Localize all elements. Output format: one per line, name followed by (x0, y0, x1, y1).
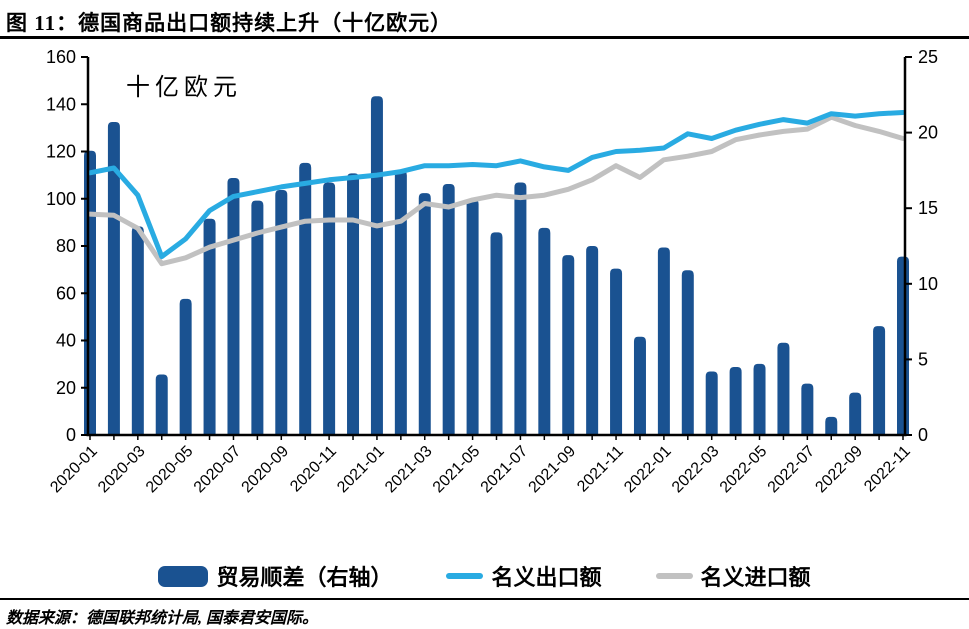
bar-swatch-icon (158, 565, 209, 587)
bar-2022-09 (849, 392, 862, 435)
source-note: 数据来源：德国联邦统计局, 国泰君安国际。 (6, 610, 319, 627)
bar-2020-02 (107, 122, 120, 436)
bar-2021-01 (370, 96, 383, 435)
bar-2022-06 (777, 342, 790, 435)
bar-2020-08 (251, 200, 264, 435)
x-axis-label: 2022-07 (765, 443, 819, 497)
bar-2022-03 (705, 371, 718, 435)
bar-2020-06 (203, 218, 216, 435)
bar-2021-05 (466, 199, 479, 435)
line-swatch-icon (446, 573, 484, 579)
chart-canvas: 02040608010012014016005101520252020-0120… (46, 47, 938, 497)
x-axis-label: 2021-01 (334, 443, 388, 497)
bar-2022-05 (753, 363, 766, 435)
bar-2021-08 (538, 227, 551, 435)
bar-2021-07 (514, 182, 527, 435)
imports-line (87, 114, 906, 267)
bar-2020-07 (227, 177, 240, 435)
x-axis-label: 2021-07 (478, 443, 532, 497)
left-axis-label: 20 (56, 378, 76, 398)
x-axis-label: 2021-05 (430, 443, 484, 497)
bar-2022-01 (657, 247, 670, 435)
bar-2020-12 (347, 173, 360, 435)
bar-2021-04 (442, 184, 455, 435)
bar-2021-02 (394, 170, 407, 435)
bar-2020-05 (179, 298, 192, 435)
bar-2020-03 (131, 226, 144, 435)
bar-2021-10 (586, 246, 599, 435)
left-axis-label: 0 (66, 425, 76, 445)
x-axis-label: 2022-09 (812, 443, 866, 497)
legend-item-imports: 名义进口额 (655, 560, 811, 592)
bar-2020-09 (275, 190, 288, 435)
bar-2022-10 (873, 326, 886, 435)
chart-legend: 贸易顺差（右轴） 名义出口额 名义进口额 (0, 560, 969, 592)
legend-label: 名义进口额 (700, 565, 811, 590)
left-axis-label: 120 (46, 142, 76, 162)
x-axis-label: 2022-01 (621, 443, 675, 497)
bar-2020-04 (155, 374, 168, 435)
bar-2021-06 (490, 232, 503, 435)
source-divider: 数据来源：德国联邦统计局, 国泰君安国际。 (0, 598, 969, 628)
right-axis-label: 10 (918, 274, 938, 294)
x-axis-label: 2022-05 (717, 443, 771, 497)
bar-2022-07 (801, 383, 814, 435)
bar-2021-11 (610, 268, 623, 435)
x-axis-label: 2021-11 (574, 443, 627, 496)
left-axis-label: 40 (56, 331, 76, 351)
x-axis-label: 2020-03 (95, 443, 149, 497)
left-axis-label: 100 (46, 189, 76, 209)
bar-2022-08 (825, 416, 838, 435)
bar-2022-02 (681, 270, 694, 435)
title-underline (0, 36, 969, 39)
right-axis-label: 5 (918, 349, 928, 369)
bar-2020-10 (299, 162, 312, 435)
unit-annotation: 十亿欧元 (126, 74, 242, 101)
left-axis-label: 80 (56, 236, 76, 256)
x-axis-label: 2021-09 (526, 443, 580, 497)
legend-item-trade-balance: 贸易顺差（右轴） (158, 560, 392, 592)
right-axis-label: 15 (918, 198, 938, 218)
bar-2022-04 (729, 366, 742, 435)
x-axis-label: 2020-09 (239, 443, 293, 497)
x-axis-label: 2020-07 (191, 443, 245, 497)
right-axis-label: 20 (918, 123, 938, 143)
x-axis-label: 2021-03 (382, 443, 436, 497)
bar-2021-03 (418, 193, 431, 435)
right-axis-label: 25 (918, 47, 938, 67)
left-axis-label: 160 (46, 47, 76, 67)
x-axis-label: 2020-05 (143, 443, 197, 497)
left-axis-label: 140 (46, 94, 76, 114)
x-axis-label: 2022-11 (861, 443, 914, 496)
right-axis-label: 0 (918, 425, 928, 445)
bar-2021-09 (562, 255, 575, 435)
bar-2021-12 (633, 336, 646, 435)
x-axis-label: 2020-11 (287, 443, 340, 496)
bar-2020-11 (323, 182, 336, 435)
legend-label: 名义出口额 (491, 565, 602, 590)
line-swatch-icon (655, 573, 693, 579)
legend-label: 贸易顺差（右轴） (216, 565, 393, 590)
legend-item-exports: 名义出口额 (446, 560, 602, 592)
x-axis-label: 2022-03 (669, 443, 723, 497)
chart-title: 图 11：德国商品出口额持续上升（十亿欧元） (6, 11, 453, 35)
left-axis-label: 60 (56, 283, 76, 303)
x-axis-label: 2020-01 (47, 443, 101, 497)
exports-line (87, 110, 906, 260)
